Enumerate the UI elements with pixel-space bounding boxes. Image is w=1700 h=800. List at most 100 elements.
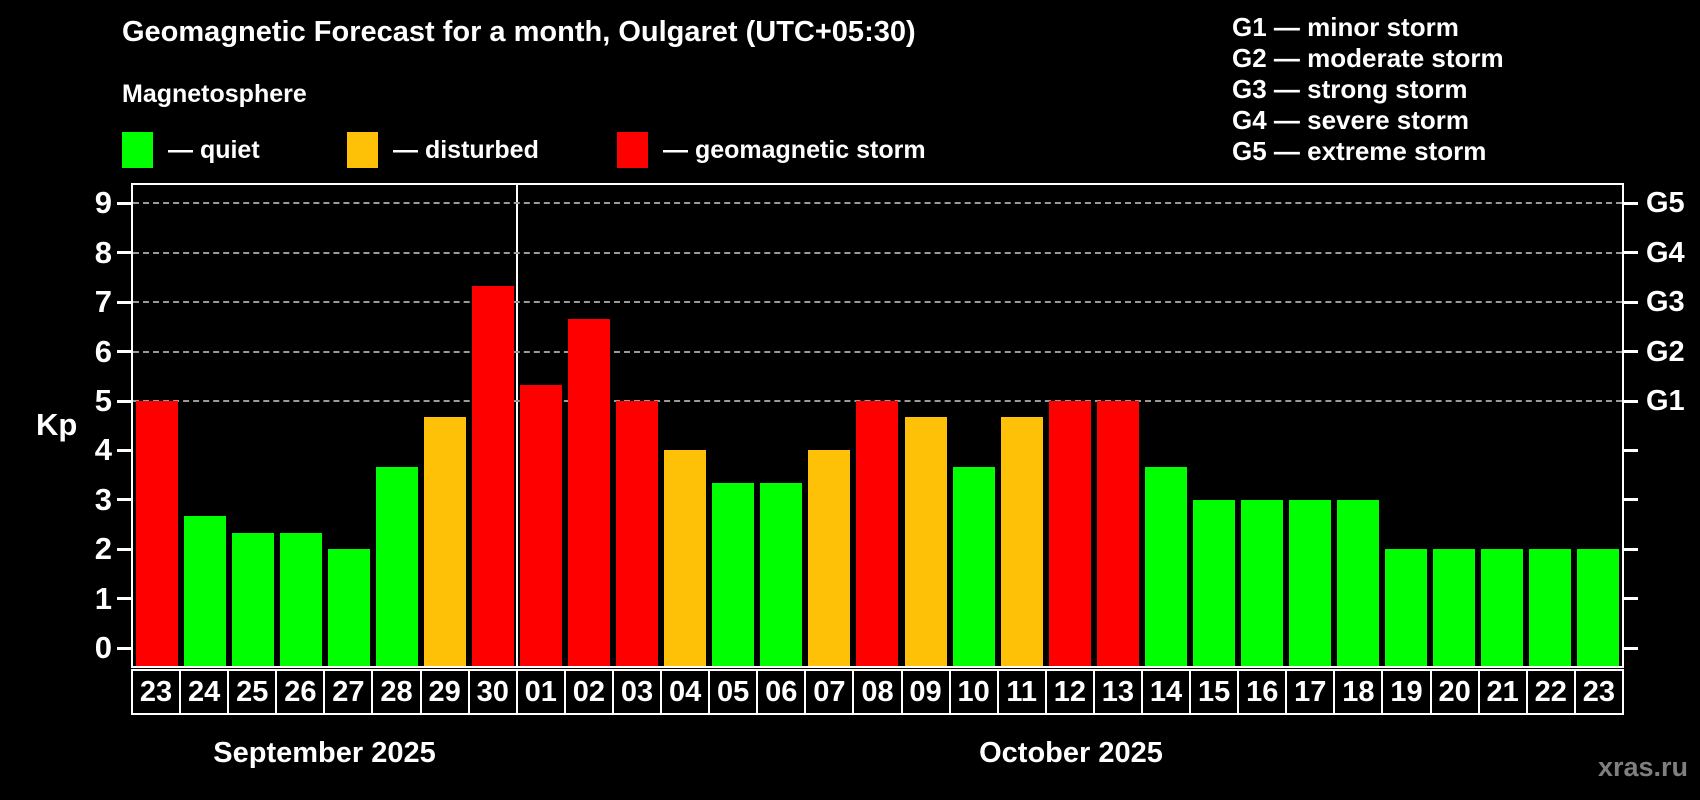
- date-cell-october-15: 15: [1189, 669, 1240, 715]
- right-tick-kp-7: [1624, 300, 1638, 304]
- date-cell-october-18: 18: [1333, 669, 1384, 715]
- gridline-kp-6: [133, 350, 1622, 353]
- kp-bar-october-22: [1529, 549, 1571, 666]
- date-cell-september-23: 23: [131, 669, 182, 715]
- left-tick-kp-7: [117, 300, 131, 304]
- date-cell-october-16: 16: [1237, 669, 1288, 715]
- y-tick-label-1: 1: [94, 580, 112, 616]
- date-cell-october-22: 22: [1525, 669, 1576, 715]
- kp-bar-october-05: [712, 483, 754, 666]
- kp-bar-october-12: [1049, 401, 1091, 666]
- right-tick-kp-8: [1624, 251, 1638, 255]
- date-cell-october-01: 01: [515, 669, 566, 715]
- kp-bar-october-19: [1385, 549, 1427, 666]
- left-tick-kp-8: [117, 251, 131, 255]
- y-tick-label-4: 4: [94, 432, 112, 468]
- date-cell-october-02: 02: [563, 669, 614, 715]
- gridline-kp-7: [133, 301, 1622, 304]
- y-tick-label-8: 8: [94, 234, 112, 270]
- kp-bar-september-28: [376, 467, 418, 666]
- legend-label-disturbed: — disturbed: [393, 136, 539, 164]
- date-cell-october-05: 05: [708, 669, 759, 715]
- g-legend-line-g3: G3 — strong storm: [1232, 74, 1468, 104]
- date-cell-october-07: 07: [804, 669, 855, 715]
- g-legend-line-g4: G4 — severe storm: [1232, 105, 1470, 135]
- date-cell-october-08: 08: [852, 669, 903, 715]
- legend-swatch-disturbed: [347, 132, 378, 168]
- g-legend-line-g1: G1 — minor storm: [1232, 12, 1459, 42]
- y-tick-label-0: 0: [94, 630, 112, 665]
- date-cell-october-17: 17: [1285, 669, 1336, 715]
- kp-bar-october-20: [1433, 549, 1475, 666]
- y-tick-label-2: 2: [94, 531, 112, 567]
- kp-bar-september-25: [232, 533, 274, 666]
- g-scale-legend: G1 — minor storm G2 — moderate storm G3 …: [1232, 12, 1504, 167]
- right-axis-label-g4: G4: [1646, 236, 1685, 269]
- date-cell-september-24: 24: [179, 669, 230, 715]
- date-cell-october-12: 12: [1044, 669, 1095, 715]
- gridline-kp-8: [133, 251, 1622, 254]
- date-cell-september-28: 28: [371, 669, 422, 715]
- y-tick-label-6: 6: [94, 333, 112, 369]
- right-tick-kp-6: [1624, 350, 1638, 354]
- kp-bar-september-23: [136, 401, 178, 666]
- legend-label-storm: — geomagnetic storm: [663, 136, 926, 164]
- left-tick-kp-5: [117, 399, 131, 403]
- date-cell-october-06: 06: [756, 669, 807, 715]
- kp-bar-september-24: [184, 516, 226, 666]
- kp-bar-october-13: [1097, 401, 1139, 666]
- kp-bar-october-01: [520, 385, 562, 666]
- plot-area: [131, 183, 1624, 668]
- kp-bar-october-03: [616, 401, 658, 666]
- right-tick-kp-9: [1624, 201, 1638, 205]
- date-cell-september-30: 30: [467, 669, 518, 715]
- kp-bar-october-14: [1145, 467, 1187, 666]
- right-axis-label-g2: G2: [1646, 335, 1685, 368]
- right-tick-kp-3: [1624, 498, 1638, 502]
- date-cell-september-27: 27: [323, 669, 374, 715]
- date-cell-september-29: 29: [419, 669, 470, 715]
- kp-bar-october-06: [760, 483, 802, 666]
- right-axis-label-g1: G1: [1646, 385, 1685, 417]
- right-tick-kp-4: [1624, 448, 1638, 452]
- date-cell-september-25: 25: [227, 669, 278, 715]
- kp-bar-october-09: [905, 417, 947, 666]
- kp-bar-october-15: [1193, 500, 1235, 666]
- left-tick-kp-3: [117, 498, 131, 502]
- kp-bar-october-04: [664, 450, 706, 666]
- kp-bar-october-11: [1001, 417, 1043, 666]
- chart-subtitle: Magnetosphere: [122, 80, 307, 108]
- kp-bar-october-16: [1241, 500, 1283, 666]
- right-tick-kp-2: [1624, 547, 1638, 551]
- right-axis-label-g3: G3: [1646, 286, 1685, 319]
- kp-bar-october-17: [1289, 500, 1331, 666]
- right-tick-kp-0: [1624, 646, 1638, 650]
- date-cell-october-09: 09: [900, 669, 951, 715]
- month-label-october: October 2025: [979, 737, 1163, 769]
- y-tick-label-9: 9: [94, 185, 112, 221]
- y-tick-label-3: 3: [94, 481, 112, 517]
- left-tick-kp-4: [117, 448, 131, 452]
- watermark: xras.ru: [1597, 752, 1688, 782]
- date-cell-october-21: 21: [1477, 669, 1528, 715]
- g-legend-line-g5: G5 — extreme storm: [1232, 136, 1487, 166]
- month-separator-line: [516, 185, 518, 666]
- g-legend-line-g2: G2 — moderate storm: [1232, 43, 1504, 73]
- date-cell-october-14: 14: [1140, 669, 1192, 715]
- date-cell-october-10: 10: [948, 669, 999, 715]
- month-label-september: September 2025: [213, 737, 436, 769]
- right-axis-label-g5: G5: [1646, 187, 1685, 220]
- date-cell-october-23: 23: [1573, 669, 1624, 715]
- date-cell-october-04: 04: [660, 669, 711, 715]
- kp-bar-october-18: [1337, 500, 1379, 666]
- kp-bar-september-29: [424, 417, 466, 666]
- date-cell-september-26: 26: [275, 669, 326, 715]
- date-cell-october-11: 11: [996, 669, 1047, 715]
- kp-bar-september-30: [472, 286, 514, 666]
- date-cell-october-03: 03: [611, 669, 663, 715]
- kp-bar-october-07: [808, 450, 850, 666]
- gridline-kp-9: [133, 202, 1622, 205]
- kp-bar-october-21: [1481, 549, 1523, 666]
- chart-title: Geomagnetic Forecast for a month, Oulgar…: [122, 16, 916, 48]
- left-tick-kp-2: [117, 547, 131, 551]
